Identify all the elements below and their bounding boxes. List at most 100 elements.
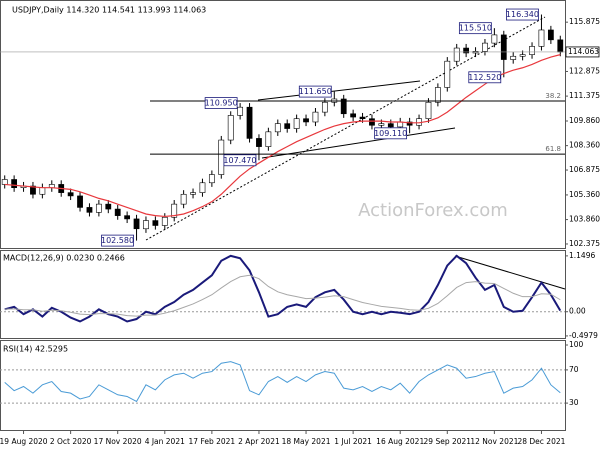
candle-body: [482, 42, 488, 52]
y-tick-label: -0.4979: [569, 331, 598, 340]
candle-body: [378, 123, 385, 126]
annotation-box: [458, 22, 492, 35]
y-tick-label: 1.1496: [569, 251, 595, 260]
candle-body: [350, 113, 357, 118]
y-tick-label: 109.860: [569, 116, 600, 125]
fib-label: 61.8: [545, 145, 561, 153]
candle-body: [246, 106, 253, 139]
x-tick-label: 17 Feb 2021: [189, 437, 236, 446]
candle-body: [557, 39, 564, 53]
candle-body: [114, 208, 121, 216]
annotation-label: 110.950: [205, 99, 238, 108]
annotation-box: [468, 71, 502, 84]
price-panel: [0, 0, 566, 249]
y-tick-label: 100: [569, 340, 584, 349]
x-tick-label: 28 Dec 2021: [517, 437, 565, 446]
candle-body: [359, 116, 366, 119]
candle-body: [321, 101, 328, 113]
channel-upper: [257, 80, 421, 101]
y-tick-label: 111.375: [569, 91, 600, 100]
candle-body: [256, 138, 262, 147]
candle-body: [190, 192, 196, 195]
annotation-label: 109.110: [374, 129, 407, 138]
price-title: USDJPY,Daily 114.320 114.541 113.993 114…: [12, 6, 206, 15]
candle-body: [529, 46, 535, 55]
x-tick-label: 2 Apr 2021: [238, 437, 280, 446]
moving-average: [4, 54, 561, 218]
x-tick-label: 18 May 2021: [282, 437, 331, 446]
x-tick-label: 2 Oct 2020: [50, 437, 92, 446]
candle-body: [124, 215, 131, 220]
annotation-label: 102.580: [101, 236, 134, 245]
rsi-title: RSI(14) 42.5295: [3, 345, 68, 354]
candle-body: [208, 174, 215, 184]
x-tick-label: 16 Aug 2021: [376, 437, 424, 446]
macd-panel: [0, 250, 566, 339]
candle-body: [463, 47, 470, 54]
candle-body: [67, 192, 74, 197]
candle-body: [434, 87, 441, 103]
annotation-label: 116.340: [506, 10, 539, 19]
candle-body: [284, 123, 291, 129]
candle-body: [180, 193, 187, 205]
macd-trend-line: [454, 255, 566, 290]
candle-body: [161, 216, 168, 226]
candle-body: [538, 29, 545, 47]
candle-body: [369, 118, 375, 126]
annotation-label: 107.470: [223, 156, 256, 165]
candle-body: [303, 118, 309, 123]
candle-body: [312, 111, 319, 123]
indicator-line: [4, 361, 561, 403]
annotation-box: [101, 234, 134, 247]
x-tick-label: 1 Jul 2021: [334, 437, 372, 446]
candle-body: [293, 118, 300, 129]
y-tick-label: 0.00: [569, 307, 586, 316]
candle-body: [30, 185, 36, 195]
candle-body: [510, 55, 517, 60]
annotation-box: [223, 154, 257, 167]
rsi-panel: [0, 340, 566, 431]
trend-line: [145, 16, 546, 241]
candle-body: [491, 34, 498, 44]
macd-title: MACD(12,26,9) 0.0230 0.2466: [3, 254, 125, 263]
candle-body: [453, 47, 460, 62]
candle-body: [519, 54, 526, 57]
y-tick-label: 105.360: [569, 190, 600, 199]
candle-body: [39, 187, 46, 195]
candle-body: [444, 60, 451, 88]
fib-label: 38.2: [545, 92, 561, 100]
x-tick-label: 29 Sep 2021: [424, 437, 472, 446]
candle-body: [265, 131, 272, 147]
last-price-label: 114.063: [568, 47, 599, 56]
candle-body: [152, 220, 159, 226]
x-tick-label: 4 Jan 2021: [145, 437, 185, 446]
annotation-label: 111.650: [299, 87, 332, 96]
candle-body: [95, 203, 102, 213]
watermark: ActionForex.com: [358, 200, 508, 221]
candle-body: [406, 121, 413, 126]
candle-body: [86, 207, 93, 213]
y-tick-label: 108.360: [569, 141, 600, 150]
x-tick-label: 12 Nov 2021: [470, 437, 518, 446]
candle-body: [274, 123, 281, 133]
y-tick-label: 102.375: [569, 239, 600, 248]
x-tick-label: 19 Aug 2020: [0, 437, 48, 446]
candle-body: [105, 203, 112, 210]
candle-body: [500, 34, 507, 60]
candle-body: [340, 98, 347, 115]
candle-body: [143, 220, 149, 230]
y-tick-label: 103.860: [569, 215, 600, 224]
annotation-box: [374, 127, 408, 140]
channel-lower: [261, 127, 456, 159]
y-tick-label: 106.875: [569, 165, 600, 174]
x-tick-label: 17 Nov 2020: [94, 437, 142, 446]
y-tick-label: 112.875: [569, 66, 600, 75]
annotation-box: [204, 97, 238, 109]
annotation-label: 115.510: [459, 24, 492, 33]
candle-body: [237, 106, 244, 116]
candle-body: [133, 218, 140, 230]
candle-body: [547, 29, 554, 41]
candle-body: [77, 195, 83, 208]
